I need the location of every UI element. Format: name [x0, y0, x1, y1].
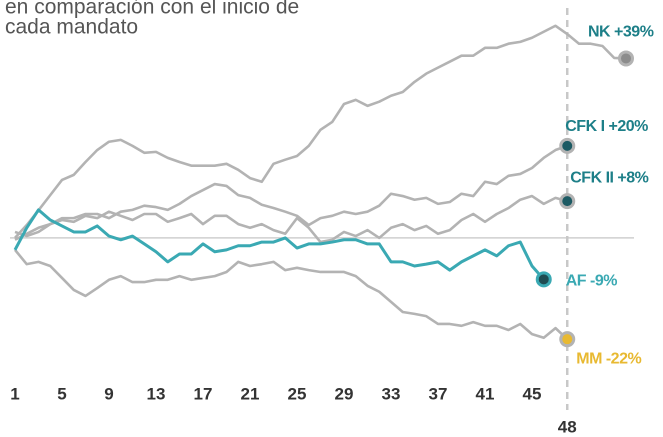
- series-label: NK +39%: [588, 24, 654, 41]
- series-label: CFK I +20%: [565, 118, 648, 135]
- x-tick-label: 13: [147, 384, 166, 403]
- end-dot: [559, 331, 576, 348]
- x-tick-label: 1: [10, 384, 19, 403]
- x-tick-label: 25: [288, 384, 307, 403]
- end-dot: [535, 271, 552, 288]
- end-dot: [618, 50, 634, 67]
- x-tick-label: 48: [558, 417, 577, 436]
- x-tick-label: 33: [382, 384, 401, 403]
- series-label: CFK II +8%: [570, 169, 648, 186]
- series-label: AF -9%: [566, 273, 618, 290]
- x-tick-label: 21: [241, 384, 260, 403]
- x-tick-label: 17: [194, 384, 213, 403]
- x-tick-label: 9: [104, 384, 113, 403]
- x-tick-label: 41: [476, 384, 495, 403]
- series-line: [13, 208, 545, 281]
- series-line: [14, 24, 627, 239]
- x-tick-label: 29: [335, 384, 354, 403]
- x-tick-label: 37: [429, 384, 448, 403]
- x-tick-label: 45: [523, 384, 542, 403]
- series-label: MM -22%: [576, 350, 641, 367]
- end-dot: [559, 137, 576, 154]
- subtitle: cada mandato: [5, 16, 138, 39]
- subtitle: en comparación con el inicio de: [5, 0, 299, 19]
- series-line: [14, 194, 568, 244]
- x-tick-label: 5: [57, 384, 66, 403]
- end-dot: [559, 193, 576, 210]
- series-line: [14, 144, 568, 241]
- series-line: [13, 249, 569, 341]
